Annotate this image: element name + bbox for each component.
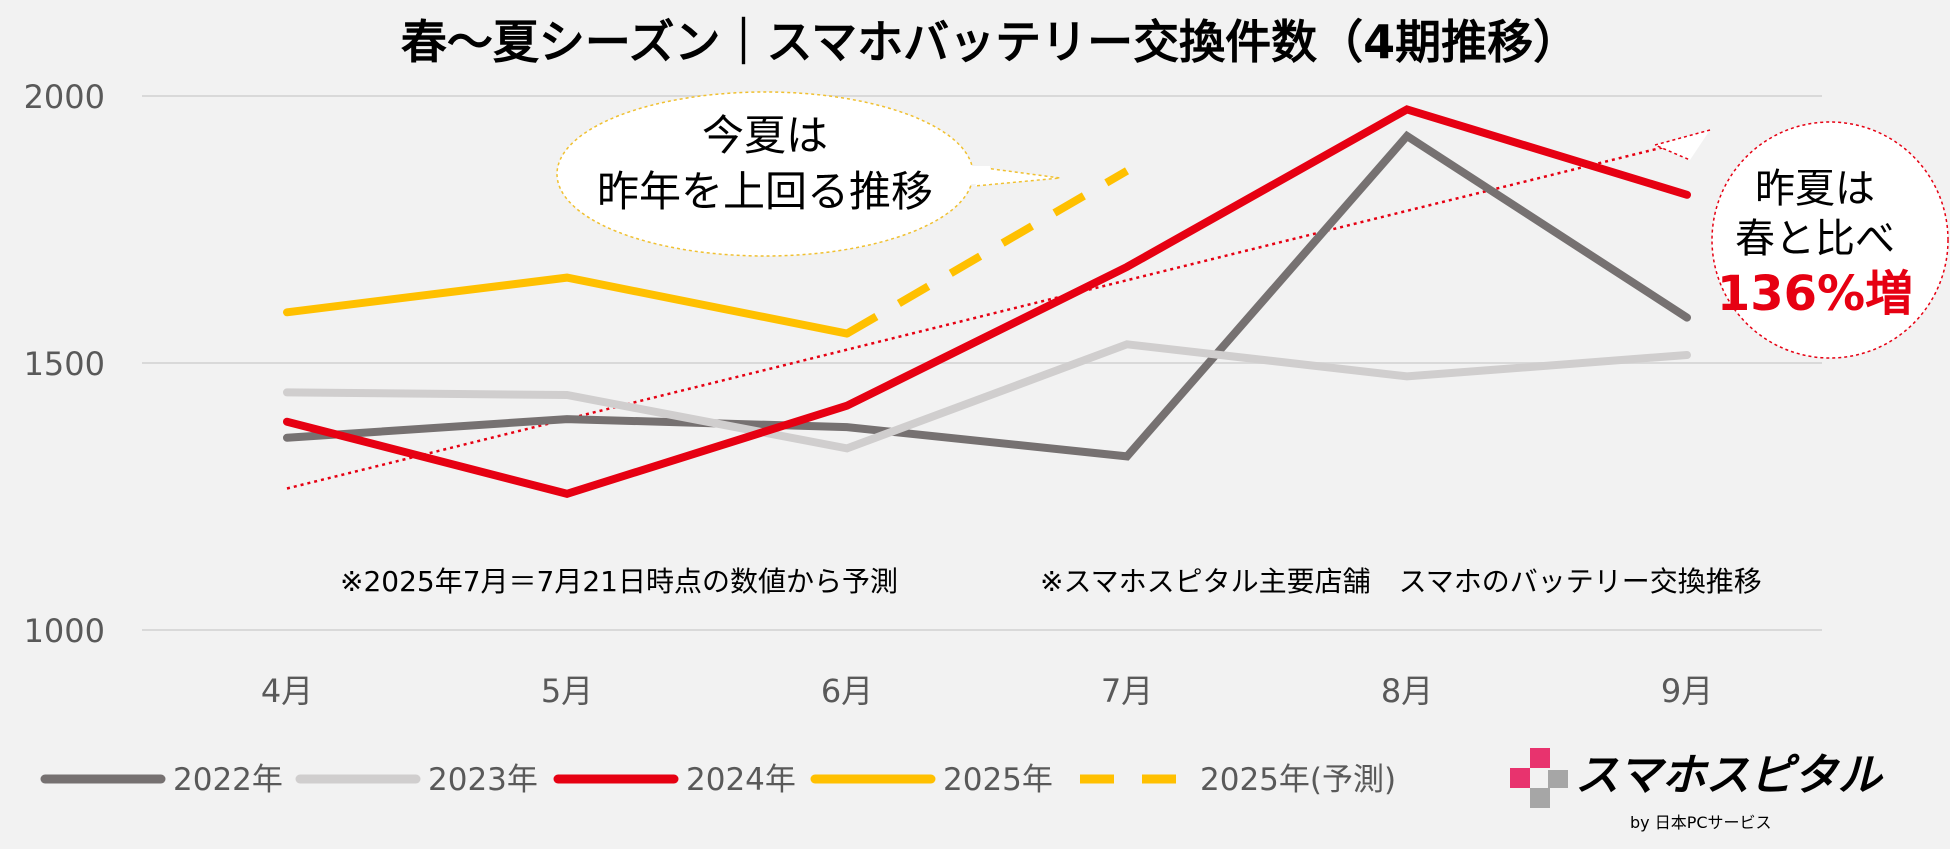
series-line	[283, 130, 1691, 461]
y-tick-label: 1000	[24, 612, 105, 650]
chart-title: 春～夏シーズン｜スマホバッテリー交換件数（4期推移）	[401, 15, 1579, 69]
series-lines	[283, 105, 1691, 498]
callout-this-summer: 今夏は 昨年を上回る推移	[556, 91, 1061, 257]
trendline	[286, 140, 1688, 490]
x-tick-label: 5月	[541, 672, 593, 710]
callout-left-line1: 今夏は	[702, 111, 828, 160]
x-tick-label: 9月	[1661, 672, 1713, 710]
legend-label: 2022年	[173, 762, 283, 798]
x-tick-label: 8月	[1381, 672, 1433, 710]
brand-logo: スマホスピタル by 日本PCサービス	[1510, 748, 1884, 832]
logo-name: スマホスピタル	[1575, 750, 1884, 801]
callout-right-highlight: 136%増	[1717, 266, 1913, 322]
legend-label: 2025年	[943, 762, 1053, 798]
y-tick-label: 2000	[24, 78, 105, 116]
legend: 2022年 2023年 2024年 2025年 2025年(予測)	[40, 762, 1396, 798]
series-line	[844, 167, 1130, 338]
x-tick-label: 4月	[261, 672, 313, 710]
callout-left-line2: 昨年を上回る推移	[597, 167, 933, 216]
callout-right-line2: 春と比べ	[1735, 216, 1895, 262]
logo-mark-icon	[1510, 748, 1568, 808]
legend-label: 2025年(予測)	[1200, 762, 1396, 798]
series-line	[283, 340, 1691, 453]
y-tick-label: 1500	[24, 345, 105, 383]
x-tick-label: 6月	[821, 672, 873, 710]
y-axis-labels: 1000 1500 2000	[24, 78, 105, 650]
note-source: ※スマホスピタル主要店舗 スマホのバッテリー交換推移	[1040, 565, 1762, 598]
series-line	[283, 273, 851, 338]
callout-last-summer: 昨夏は 春と比べ 136%増	[1652, 121, 1949, 359]
legend-label: 2023年	[428, 762, 538, 798]
x-tick-label: 7月	[1101, 672, 1153, 710]
logo-sub: by 日本PCサービス	[1630, 813, 1772, 832]
x-axis-labels: 4月 5月 6月 7月 8月 9月	[261, 672, 1713, 710]
series-line	[283, 105, 1691, 498]
legend-label: 2024年	[686, 762, 796, 798]
callout-right-line1: 昨夏は	[1755, 166, 1875, 212]
note-forecast: ※2025年7月＝7月21日時点の数値から予測	[340, 565, 898, 598]
